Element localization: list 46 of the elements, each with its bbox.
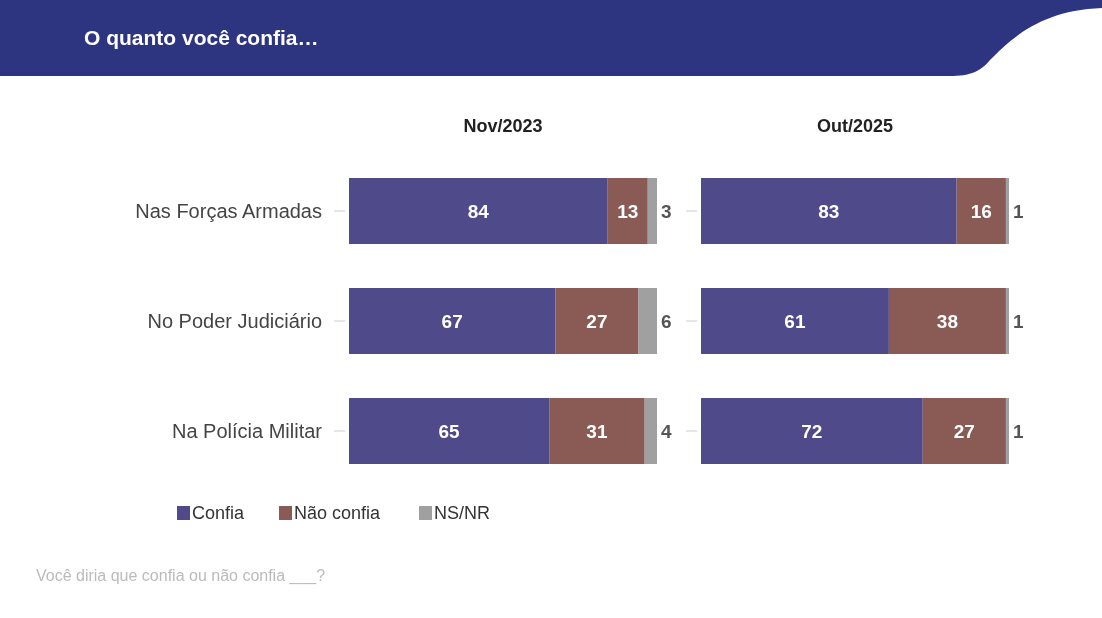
data-label: 67: [441, 310, 463, 332]
chart-title: Out/2025: [816, 116, 894, 136]
bar: [549, 398, 645, 464]
data-label: 38: [936, 310, 958, 332]
bar: [701, 178, 957, 244]
data-label: 65: [438, 420, 461, 442]
legend-label: Confia: [192, 503, 246, 524]
data-label: 1: [1013, 200, 1024, 222]
data-label: 16: [970, 200, 992, 222]
bar: [888, 288, 1006, 354]
y-tick-label: No Poder Judiciário: [147, 310, 322, 332]
bar: [1005, 398, 1009, 464]
bar: [638, 288, 657, 354]
data-label: 83: [818, 200, 840, 222]
bar: [349, 288, 556, 354]
data-label: 1: [1013, 310, 1024, 332]
data-label: 72: [801, 420, 823, 442]
data-label: 27: [953, 420, 975, 442]
data-label: 31: [586, 420, 608, 442]
bar: [349, 178, 608, 244]
legend-label: NS/NR: [434, 503, 491, 524]
data-label: 84: [467, 200, 490, 222]
text: O quanto você confia…: [84, 26, 319, 50]
data-label: 3: [661, 200, 672, 222]
bar: [349, 398, 550, 464]
bar: [922, 398, 1006, 464]
bar: [701, 398, 923, 464]
data-label: 4: [661, 420, 672, 442]
chart-title: Nov/2023: [463, 116, 543, 136]
bar: [1005, 178, 1009, 244]
legend-label: Não confia: [294, 503, 382, 524]
bar: [555, 288, 639, 354]
bar: [607, 178, 648, 244]
bar: [701, 288, 889, 354]
bar: [1005, 288, 1009, 354]
y-tick-label: Nas Forças Armadas: [135, 200, 322, 222]
data-label: 27: [586, 310, 608, 332]
bar: [956, 178, 1006, 244]
y-tick-label: Na Polícia Militar: [171, 420, 323, 442]
data-label: 1: [1013, 420, 1024, 442]
text: Você diria que confia ou não confia ___?: [36, 566, 326, 585]
data-label: 6: [661, 310, 672, 332]
data-label: 13: [617, 200, 639, 222]
bar: [644, 398, 657, 464]
data-label: 61: [784, 310, 806, 332]
bar: [647, 178, 657, 244]
